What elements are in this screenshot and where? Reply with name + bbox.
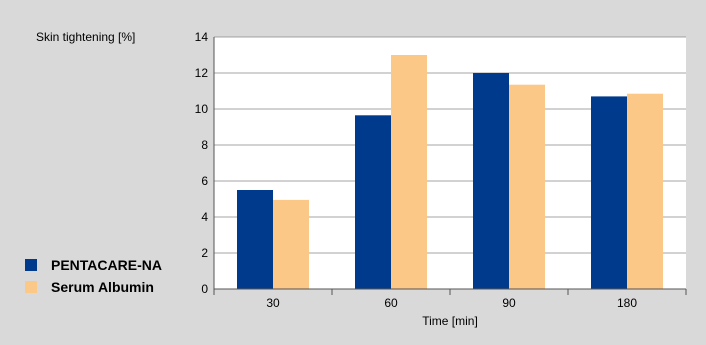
legend-label-serum-albumin: Serum Albumin [51, 279, 154, 295]
y-tick-label: 10 [195, 102, 209, 116]
y-tick-label: 0 [201, 282, 208, 296]
y-tick-label: 12 [195, 66, 209, 80]
bar [237, 190, 273, 289]
bar [591, 96, 627, 290]
y-tick-label: 4 [201, 210, 208, 224]
bar [273, 199, 309, 289]
legend-swatch-serum-albumin [25, 281, 37, 293]
legend-swatch-pentacare [25, 259, 37, 271]
x-tick-label: 60 [384, 296, 398, 310]
legend-item-pentacare: PENTACARE-NA [25, 254, 162, 276]
y-tick-label: 6 [201, 174, 208, 188]
y-tick-labels: 0 2 4 6 8 10 12 14 [195, 30, 209, 296]
x-tick-label: 180 [617, 296, 637, 310]
bar [627, 93, 663, 289]
bar [355, 115, 391, 289]
bar [391, 55, 427, 289]
x-tick-label: 30 [266, 296, 280, 310]
x-axis-label: Time [min] [422, 314, 478, 328]
bar [473, 73, 509, 289]
y-tick-label: 2 [201, 246, 208, 260]
legend: PENTACARE-NA Serum Albumin [25, 254, 162, 298]
x-tick-labels: 30 60 90 180 [213, 289, 687, 310]
y-tick-label: 14 [195, 30, 209, 44]
legend-item-serum-albumin: Serum Albumin [25, 276, 162, 298]
bar [509, 84, 545, 289]
x-tick-label: 90 [502, 296, 516, 310]
legend-label-pentacare: PENTACARE-NA [51, 257, 162, 273]
bars [237, 55, 663, 290]
y-axis-label: Skin tightening [%] [36, 30, 135, 44]
y-tick-label: 8 [201, 138, 208, 152]
